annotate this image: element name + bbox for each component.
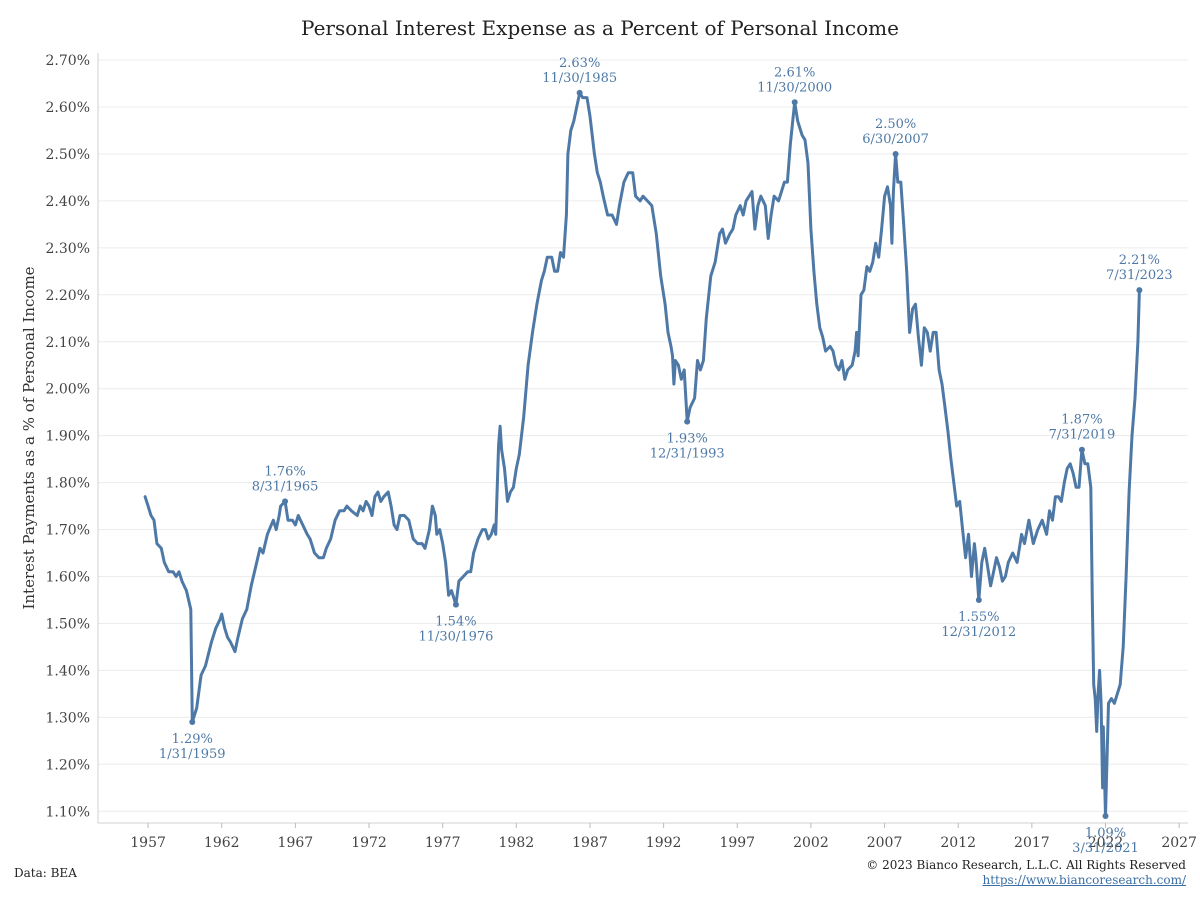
annotation-value: 1.54% [435, 615, 476, 630]
annotation-value: 2.21% [1119, 253, 1160, 268]
y-tick-label: 1.90% [46, 429, 90, 445]
x-tick-label: 1992 [646, 835, 682, 851]
annotation-value: 2.61% [774, 65, 815, 80]
annotation-date: 12/31/1993 [650, 447, 725, 462]
copyright-text: © 2023 Bianco Research, L.L.C. All Right… [866, 858, 1186, 872]
annotation-marker [684, 418, 691, 425]
annotation-marker [576, 89, 583, 96]
annotation-value: 1.29% [172, 732, 213, 747]
annotation-value: 1.76% [264, 464, 305, 479]
y-tick-label: 1.20% [46, 757, 90, 773]
x-tick-label: 1982 [499, 835, 535, 851]
y-tick-label: 1.80% [46, 476, 90, 492]
annotation-marker [791, 99, 798, 106]
x-tick-label: 2027 [1161, 835, 1197, 851]
annotation-marker [189, 719, 196, 726]
y-tick-label: 1.10% [46, 804, 90, 820]
y-tick-label: 1.60% [46, 570, 90, 586]
chart-title: Personal Interest Expense as a Percent o… [301, 16, 899, 40]
y-tick-label: 1.40% [46, 663, 90, 679]
annotation-date: 3/31/2021 [1072, 841, 1139, 856]
annotation-date: 7/31/2023 [1106, 268, 1173, 283]
annotation-date: 11/30/1985 [542, 71, 617, 86]
annotation-marker [452, 601, 459, 608]
annotation-date: 11/30/1976 [418, 630, 493, 645]
annotation-marker [892, 150, 899, 157]
annotation-marker [975, 596, 982, 603]
x-tick-label: 1972 [351, 835, 387, 851]
y-tick-label: 2.60% [46, 100, 90, 116]
annotation-date: 7/31/2019 [1049, 428, 1116, 443]
y-tick-label: 2.70% [46, 53, 90, 69]
x-tick-label: 2007 [867, 835, 903, 851]
series-line [143, 91, 1141, 818]
x-tick-label: 2002 [793, 835, 829, 851]
annotation-value: 1.09% [1085, 826, 1126, 841]
y-tick-label: 1.30% [46, 710, 90, 726]
annotation-value: 1.87% [1061, 413, 1102, 428]
y-tick-label: 2.50% [46, 147, 90, 163]
x-tick-label: 2012 [940, 835, 976, 851]
annotation-date: 6/30/2007 [862, 132, 929, 147]
annotation-value: 2.63% [559, 56, 600, 71]
annotation-value: 2.50% [875, 117, 916, 132]
y-axis-ticks: 1.10% 1.20% 1.30% 1.40% 1.50% 1.60% 1.70% 1.80%… [46, 53, 90, 820]
annotation-date: 1/31/1959 [159, 747, 226, 762]
annotation-marker [1102, 812, 1109, 819]
y-tick-label: 2.20% [46, 288, 90, 304]
annotation-marker [1136, 287, 1143, 294]
y-tick-label: 1.50% [46, 616, 90, 632]
y-tick-label: 2.10% [46, 335, 90, 351]
annotation-marker [282, 498, 289, 505]
copyright-block: © 2023 Bianco Research, L.L.C. All Right… [866, 858, 1186, 888]
y-tick-label: 2.30% [46, 241, 90, 257]
x-tick-label: 1957 [130, 835, 166, 851]
axes [97, 53, 1188, 824]
annotation-date: 12/31/2012 [941, 625, 1016, 640]
annotation-marker [1078, 446, 1085, 453]
x-axis-ticks: 1957 1962 1967 1972 1977 1982 1987 1992 1997 2002… [130, 823, 1197, 851]
x-tick-label: 1977 [425, 835, 461, 851]
annotation-value: 1.93% [667, 432, 708, 447]
series-group [143, 91, 1141, 818]
data-source: Data: BEA [14, 866, 77, 880]
website-link[interactable]: https://www.biancoresearch.com/ [982, 873, 1186, 887]
x-tick-label: 2017 [1014, 835, 1050, 851]
annotations: 1.29%1/31/19591.76%8/31/19651.54%11/30/1… [159, 56, 1173, 856]
annotation-date: 11/30/2000 [757, 80, 832, 95]
y-axis-label: Interest Payments as a % of Personal Inc… [20, 266, 38, 609]
x-tick-label: 1997 [719, 835, 755, 851]
x-tick-label: 2022 [1088, 835, 1124, 851]
annotation-date: 8/31/1965 [252, 479, 319, 494]
y-tick-label: 2.00% [46, 382, 90, 398]
x-tick-label: 1967 [278, 835, 314, 851]
y-tick-label: 2.40% [46, 194, 90, 210]
annotation-value: 1.55% [958, 610, 999, 625]
x-tick-label: 1962 [204, 835, 240, 851]
y-tick-label: 1.70% [46, 523, 90, 539]
x-tick-label: 1987 [572, 835, 608, 851]
grid-lines [98, 59, 1188, 812]
